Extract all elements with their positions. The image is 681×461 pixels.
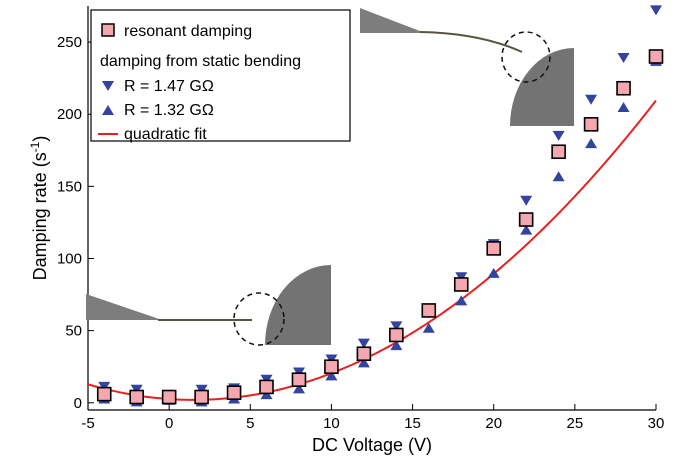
cantilever-inset-bottom [86,265,331,346]
r132-point [617,102,630,112]
legend-box [90,9,351,142]
legend-label-r132: R = 1.32 GΩ [124,102,214,119]
y-axis-label-main: Damping rate (s [30,152,50,280]
r147-point [617,52,630,63]
resonant-point [648,49,664,64]
resonant-point [194,389,209,405]
inset-top-beam [419,31,523,53]
inset-bottom-dashed-circle [233,292,285,346]
r132-point [357,357,370,368]
r132-point [390,340,403,351]
resonant-point [226,385,242,400]
resonant-point [389,327,404,343]
x-tick-label: 10 [323,415,340,432]
resonant-point [486,241,502,256]
legend-label-resonant: resonant damping [124,23,252,40]
legend-triangle-down-marker [102,81,114,91]
y-tick-label: 250 [57,34,82,51]
resonant-point [356,346,372,362]
y-tick-label: 100 [57,251,82,268]
r147-point [585,94,598,105]
r132-point [292,383,305,394]
x-tick-label: -5 [81,415,94,432]
inset-bottom-wedge [86,294,162,320]
inset-bottom-electrode [265,265,331,345]
x-tick-label: 25 [567,415,584,432]
inset-top-dashed-circle [501,31,551,83]
r147-point [650,5,662,16]
resonant-point [259,379,274,395]
x-axis-label: DC Voltage (V) [312,435,432,455]
r132-point [585,138,598,149]
r147-point [552,130,565,141]
inset-top-electrode [510,48,574,126]
legend-static-header: damping from static bending [100,53,301,70]
r132-point [422,322,435,333]
x-tick-label: 5 [246,415,254,432]
r132-point [325,370,338,381]
y-axis-label-superscript: -1 [28,141,42,152]
quadratic-fit-line [87,99,657,401]
resonant-point [291,372,307,388]
y-tick-label: 50 [65,323,82,340]
legend-triangle-up-marker [102,105,114,115]
y-tick-label: 0 [74,395,82,412]
y-tick-label: 200 [57,106,82,123]
y-tick-label: 150 [57,178,82,195]
resonant-point [551,144,566,160]
r132-point [552,171,565,182]
r147-point [357,338,370,349]
axis-ticks: -5 0 5 10 15 20 25 30 0 50 100 150 200 250 [57,34,664,432]
resonant-point [583,117,599,132]
resonant-point [96,386,112,402]
legend-label-fit: quadratic fit [124,126,207,143]
resonant-point [421,303,437,318]
cantilever-inset-top [360,8,574,126]
x-tick-label: 30 [648,415,665,432]
r147-point [390,321,403,332]
series-resonant-points [96,49,664,405]
inset-top-wedge [360,8,425,33]
y-axis-label: Damping rate (s-1) [28,136,50,281]
x-tick-label: 15 [404,415,421,432]
r147-point [520,195,533,206]
r132-point [455,295,468,306]
resonant-point [518,212,534,227]
legend-square-marker [101,23,115,37]
resonant-point [616,80,631,96]
x-tick-label: 20 [485,415,502,432]
x-tick-label: 0 [165,415,173,432]
resonant-point [161,389,177,405]
resonant-point [129,389,144,405]
legend: resonant damping damping from static ben… [90,9,351,143]
resonant-point [453,277,469,292]
y-axis-label-close: ) [30,136,50,142]
plot-frame [87,6,656,411]
resonant-point [324,359,339,375]
r132-point [520,224,533,235]
legend-label-r147: R = 1.47 GΩ [124,78,214,95]
r132-point [487,267,500,278]
